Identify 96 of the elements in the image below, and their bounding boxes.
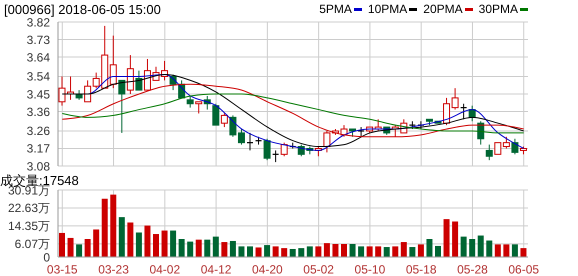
y-tick-label: 3.73 [26, 32, 50, 47]
y-tick-label: 3.64 [26, 50, 50, 64]
bar [196, 240, 202, 257]
bar [256, 247, 262, 257]
bar [221, 242, 228, 257]
bar [341, 244, 347, 257]
bar [93, 229, 100, 257]
x-tick-label: 03-15 [46, 262, 78, 276]
bar [144, 226, 150, 257]
bar [306, 246, 313, 257]
bar [264, 245, 270, 257]
y-tick-label: 3.54 [26, 70, 50, 84]
bar [332, 244, 338, 257]
bar [204, 240, 210, 257]
x-tick-label: 05-10 [354, 262, 386, 276]
x-tick-label: 05-02 [303, 262, 334, 276]
bar [375, 246, 382, 257]
bar [118, 217, 125, 257]
y-tick-label: 3.26 [26, 124, 50, 138]
candlestick [511, 138, 518, 155]
bar [68, 238, 74, 257]
bar [247, 246, 253, 257]
candlestick [118, 80, 126, 134]
bar [110, 194, 116, 257]
legend-label: 20PMA [423, 2, 464, 16]
bar [102, 198, 108, 257]
x-tick-label: 05-28 [457, 262, 488, 276]
bar [153, 234, 159, 257]
bar [503, 244, 510, 257]
bar [178, 239, 185, 257]
bar [281, 248, 288, 257]
bar [520, 248, 526, 257]
bar [435, 246, 441, 257]
bar [315, 246, 322, 257]
bar [418, 244, 424, 257]
bar [400, 242, 407, 257]
y-tick-label: 3.82 [26, 15, 50, 30]
candlestick [186, 95, 194, 108]
bar [358, 246, 364, 257]
bar [324, 243, 330, 257]
bar [366, 246, 373, 257]
y-tick-label: 6.07万 [14, 237, 50, 252]
candlestick [272, 150, 280, 163]
bar [127, 222, 134, 257]
bar [212, 236, 219, 257]
bar [469, 239, 476, 257]
bar [59, 232, 65, 257]
x-tick-label: 05-18 [406, 262, 437, 276]
bar [409, 247, 416, 257]
legend-label: 30PMA [478, 2, 519, 16]
line-series [62, 94, 524, 134]
candlestick [264, 138, 271, 161]
bar [494, 244, 501, 257]
bar [238, 246, 244, 257]
bar [392, 246, 398, 257]
x-tick-label: 04-20 [252, 262, 284, 276]
bar [84, 239, 91, 257]
candlestick [126, 54, 134, 94]
candlestick [220, 112, 228, 128]
y-tick-label: 14.35万 [8, 219, 50, 234]
y-tick-label: 22.63万 [8, 201, 50, 216]
x-tick-label: 03-23 [98, 262, 130, 276]
legend-label: 5PMA [319, 2, 353, 16]
candlestick [212, 103, 220, 126]
x-tick-label: 04-02 [149, 262, 180, 276]
bar [384, 247, 390, 257]
bar [230, 240, 236, 257]
y-tick-label: 0 [43, 250, 50, 264]
bar [512, 244, 518, 257]
bar [478, 236, 484, 257]
bar [460, 236, 467, 257]
bar [170, 230, 176, 257]
candlestick [486, 144, 493, 161]
y-tick-label: 3.17 [26, 142, 50, 156]
candlestick [280, 142, 288, 157]
legend-label: 10PMA [368, 2, 408, 16]
bar [290, 248, 296, 257]
bar [486, 240, 492, 257]
bar [272, 246, 279, 257]
bar [136, 232, 142, 257]
y-tick-label: 3.36 [26, 104, 50, 119]
candlestick [135, 70, 142, 91]
chart-title: [000966] 2018-06-05 15:00 [4, 2, 161, 17]
bar [350, 244, 356, 257]
bar [426, 239, 432, 257]
bar [76, 244, 82, 257]
bar [452, 221, 458, 257]
x-tick-label: 06-05 [508, 262, 540, 276]
candlestick [195, 101, 202, 114]
bar [187, 242, 194, 257]
bar [444, 219, 450, 257]
bar [298, 248, 304, 257]
y-tick-label: 3.45 [26, 87, 50, 102]
y-tick-label: 3.08 [26, 159, 50, 174]
bar [162, 230, 168, 257]
x-tick-label: 04-12 [200, 262, 232, 276]
